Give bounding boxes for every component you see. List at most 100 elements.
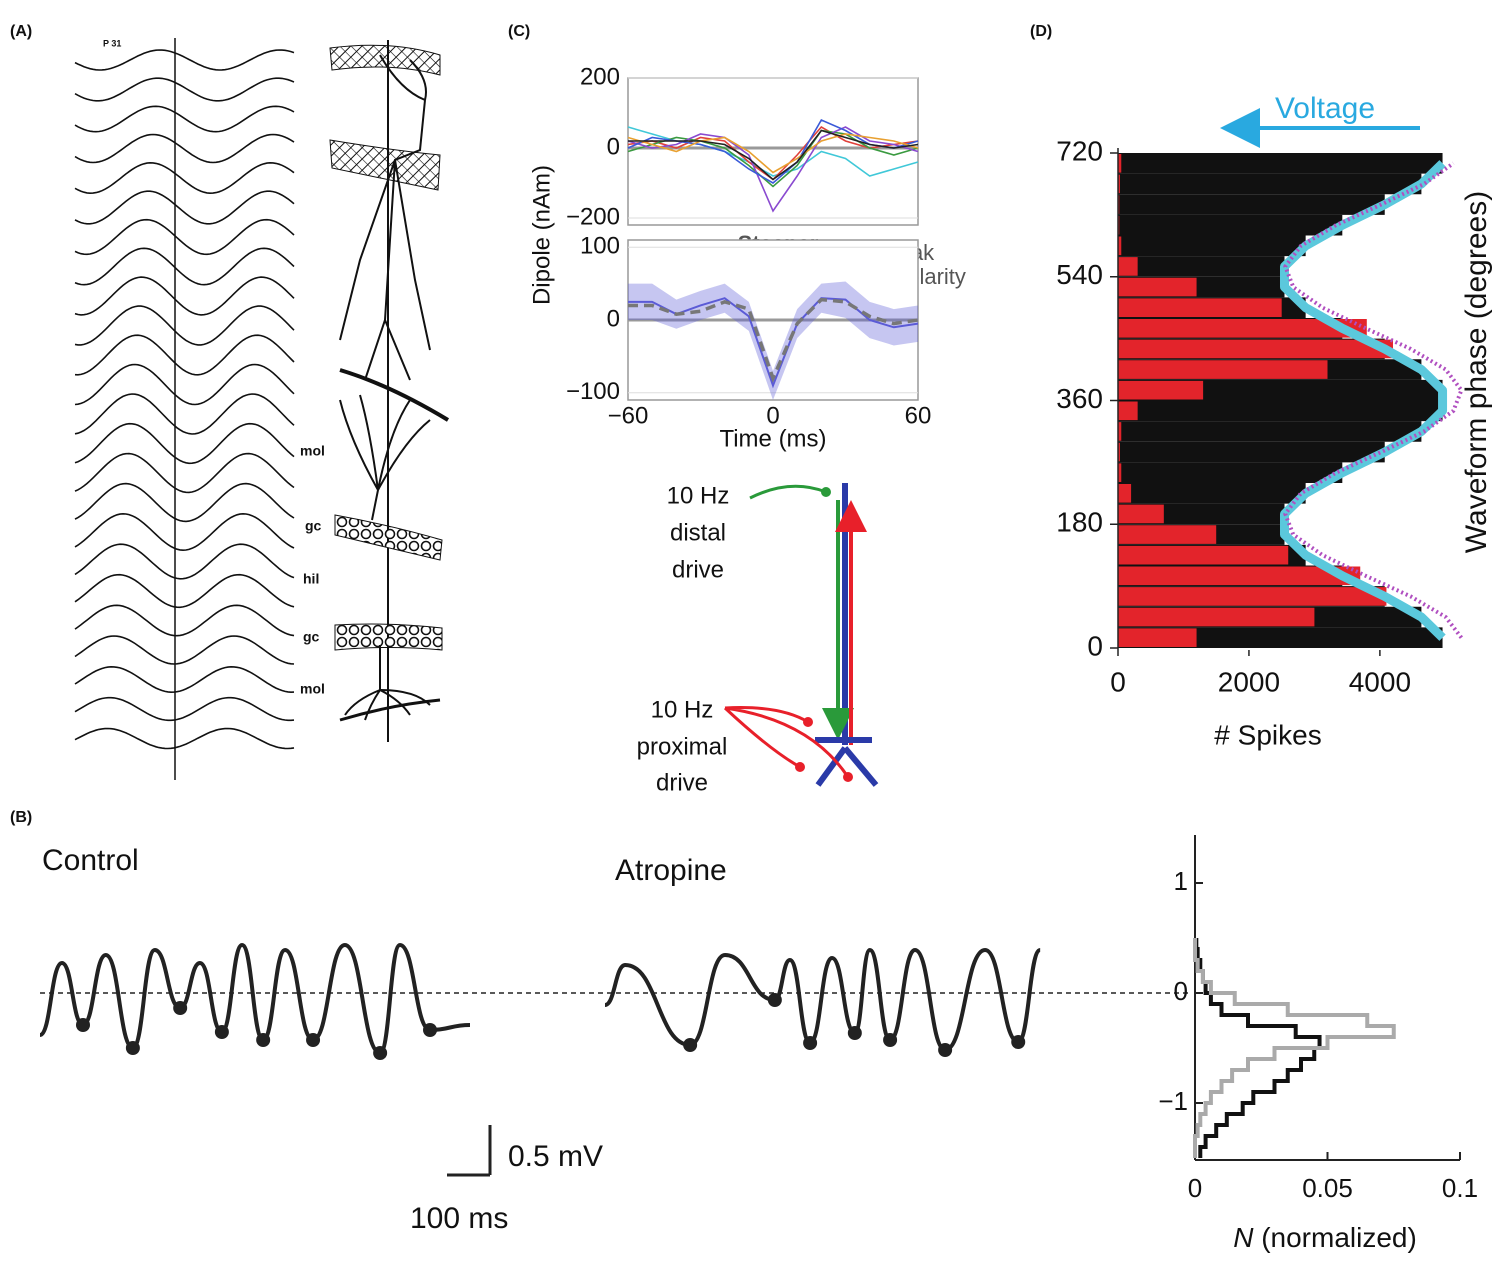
drive-label: distal: [670, 519, 726, 546]
illustration-trace: [74, 665, 295, 694]
spike-bar: [1118, 628, 1197, 647]
fissure: [339, 368, 450, 422]
condition-label: Atropine: [615, 854, 727, 887]
illustration-trace: [74, 635, 295, 665]
illustration-trace: [74, 543, 295, 580]
layer-label: gc: [303, 629, 320, 645]
illustration-trace: [74, 77, 295, 102]
illustration-trace: [74, 512, 295, 552]
y-tick-label: 0: [607, 133, 620, 160]
fit-curve: [1283, 161, 1464, 639]
layer-band: [329, 139, 441, 191]
spike-bar: [1118, 463, 1122, 482]
x-tick-label: 4000: [1349, 666, 1411, 697]
voltage-bar: [1118, 173, 1422, 195]
y-tick-label: 200: [580, 63, 620, 90]
y-tick-label: −200: [566, 203, 620, 230]
spike-bar: [1118, 422, 1122, 441]
scale-label: 100 ms: [410, 1202, 508, 1235]
voltage-bar: [1118, 153, 1443, 174]
illustration-trace: [74, 727, 295, 750]
voltage-bar: [1118, 235, 1306, 257]
spike-bar: [1118, 401, 1138, 421]
synapse: [843, 772, 853, 782]
trough-marker: [125, 1041, 140, 1055]
illustration-trace: [74, 133, 295, 164]
trough-marker: [847, 1026, 862, 1040]
plate-label: P 31: [103, 38, 121, 48]
layer-label: mol: [300, 443, 325, 459]
trough-marker: [683, 1038, 698, 1052]
drive-label: 10 Hz: [667, 482, 730, 509]
trough-marker: [423, 1023, 438, 1037]
illustration-trace: [74, 276, 295, 316]
legend-label: Voltage: [1275, 92, 1375, 125]
y-axis-label: Dipole (nAm): [528, 165, 555, 305]
illustration-trace: [74, 573, 295, 609]
trough-marker: [1011, 1035, 1026, 1049]
y-tick-label: −100: [566, 378, 620, 405]
drive-label: drive: [656, 769, 708, 796]
panel-label: (A): [10, 23, 32, 40]
drive-label: drive: [672, 556, 724, 583]
spike-bar: [1118, 154, 1122, 173]
spike-bar: [1118, 525, 1217, 544]
spike-bar: [1118, 360, 1328, 379]
trough-marker: [214, 1025, 229, 1039]
trough-marker: [767, 993, 782, 1007]
illustration-trace: [74, 604, 295, 637]
y-tick-label: 100: [580, 233, 620, 260]
illustration-trace: [74, 190, 295, 225]
y-tick-label: 1: [1174, 866, 1188, 896]
plot-area: [627, 77, 919, 226]
y-tick-label: −1: [1158, 1086, 1188, 1116]
cell-layer: [334, 623, 443, 651]
illustration-trace: [74, 422, 295, 465]
dipole-trace: [627, 129, 919, 188]
synapse: [795, 762, 805, 772]
spike-bar: [1118, 174, 1120, 194]
dipole-trace: [627, 133, 919, 174]
drive-label: 10 Hz: [651, 696, 714, 723]
dipole-trace: [627, 126, 919, 213]
x-axis-label-italic: N: [1233, 1222, 1254, 1253]
voltage-bar: [1118, 400, 1443, 422]
spike-bar: [1118, 236, 1122, 256]
spike-bar: [1118, 607, 1315, 627]
synapse: [803, 717, 813, 727]
illustration-trace: [74, 452, 295, 494]
synapse: [821, 487, 831, 497]
illustration-trace: [74, 161, 295, 195]
illustration-trace: [74, 696, 295, 722]
trough-marker: [173, 1001, 188, 1015]
voltage-bar: [1118, 194, 1385, 215]
boundary: [339, 698, 441, 722]
error-band: [628, 281, 918, 400]
condition-label: Control: [42, 844, 139, 877]
fitted-oscillation: [38, 942, 471, 1056]
x-axis-label: N (normalized): [1233, 1222, 1417, 1253]
illustration-trace: [74, 49, 295, 71]
y-tick-label: 0: [607, 305, 620, 332]
voltage-curve: [1279, 160, 1448, 641]
illustration-trace: [74, 305, 295, 346]
spike-bar: [1118, 380, 1204, 400]
drive-label: proximal: [637, 733, 728, 760]
spike-bar: [1118, 587, 1387, 606]
spike-bar: [1118, 504, 1164, 524]
x-tick-label: 2000: [1218, 666, 1280, 697]
x-tick-label: 0.05: [1302, 1173, 1353, 1203]
y-tick-label: 180: [1056, 507, 1103, 538]
voltage-bar: [1118, 462, 1343, 483]
illustration-trace: [74, 393, 295, 435]
y-tick-label: 360: [1056, 383, 1103, 414]
layer-label: hil: [303, 571, 319, 587]
x-axis-label: Time (ms): [719, 425, 826, 452]
y-tick-label: 0: [1174, 976, 1188, 1006]
x-axis-label: # Spikes: [1214, 719, 1321, 750]
trough-marker: [373, 1046, 388, 1060]
illustration-trace: [74, 363, 295, 406]
basal-dendrite: [815, 746, 848, 787]
trough-marker: [256, 1033, 271, 1047]
